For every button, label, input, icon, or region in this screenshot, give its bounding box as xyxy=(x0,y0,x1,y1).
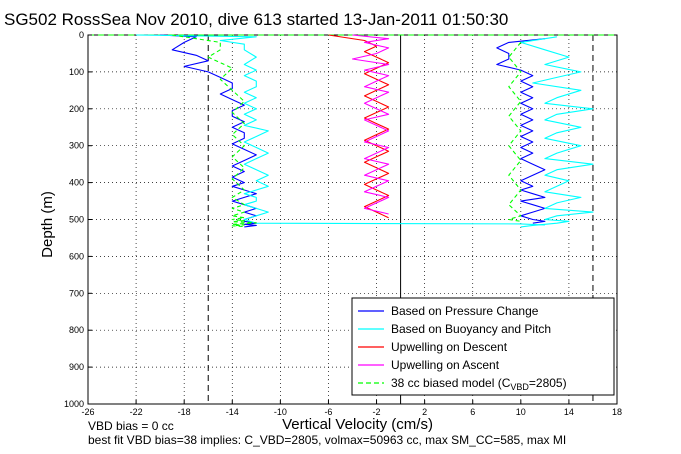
x-axis-label: Vertical Velocity (cm/s) xyxy=(282,416,433,433)
y-axis-label: Depth (m) xyxy=(39,191,56,258)
series-line-based-on-pressure-change xyxy=(496,38,546,224)
y-tick-label: 900 xyxy=(69,362,84,372)
x-tick-label: -14 xyxy=(226,407,239,417)
x-tick-label: 14 xyxy=(564,407,574,417)
y-tick-label: 600 xyxy=(69,251,84,261)
series-line-based-on-buoyancy-and-pitch xyxy=(136,34,545,226)
legend-label: Upwelling on Ascent xyxy=(391,358,500,372)
legend-label: 38 cc biased model (CVBD=2805) xyxy=(391,376,567,392)
legend-label: Based on Buoyancy and Pitch xyxy=(391,322,551,336)
x-tick-label: -18 xyxy=(178,407,191,417)
x-tick-label: -26 xyxy=(81,407,94,417)
y-tick-label: 100 xyxy=(69,67,84,77)
y-tick-label: 300 xyxy=(69,141,84,151)
x-tick-label: 10 xyxy=(516,407,526,417)
footer-best-fit: best fit VBD bias=38 implies: C_VBD=2805… xyxy=(88,433,566,447)
x-tick-label: -2 xyxy=(373,407,381,417)
series-line-38-cc-biased-model-c-vbd-2805 xyxy=(172,34,257,228)
legend-box xyxy=(351,297,615,396)
legend: Based on Pressure Change Based on Buoyanc… xyxy=(351,297,615,396)
legend-label: Based on Pressure Change xyxy=(391,304,539,318)
x-tick-label: -6 xyxy=(324,407,332,417)
chart-title: SG502 RossSea Nov 2010, dive 613 started… xyxy=(4,10,508,29)
y-tick-label: 700 xyxy=(69,288,84,298)
y-tick-label: 1000 xyxy=(64,399,84,409)
y-tick-label: 200 xyxy=(69,104,84,114)
series-line-based-on-buoyancy-and-pitch xyxy=(520,36,594,228)
series-line-upwelling-on-ascent xyxy=(351,34,390,215)
x-tick-label: 18 xyxy=(612,407,622,417)
x-tick-label: -22 xyxy=(130,407,143,417)
axis-ticks: -26 -22 -18 -14 -10 -6 -2 2 6 10 14 180100200300400… xyxy=(64,30,622,417)
y-tick-label: 400 xyxy=(69,178,84,188)
y-tick-label: 500 xyxy=(69,215,84,225)
x-tick-label: -10 xyxy=(274,407,287,417)
series-line-38-cc-biased-model-c-vbd-2805 xyxy=(508,42,522,222)
grid xyxy=(88,35,617,404)
y-tick-label: 0 xyxy=(79,30,84,40)
data-series xyxy=(136,34,594,228)
y-tick-label: 800 xyxy=(69,325,84,335)
x-tick-label: 6 xyxy=(470,407,475,417)
legend-label: Upwelling on Descent xyxy=(391,340,508,354)
x-tick-label: 2 xyxy=(422,407,427,417)
footer-vbd-bias: VBD bias = 0 cc xyxy=(88,419,174,433)
